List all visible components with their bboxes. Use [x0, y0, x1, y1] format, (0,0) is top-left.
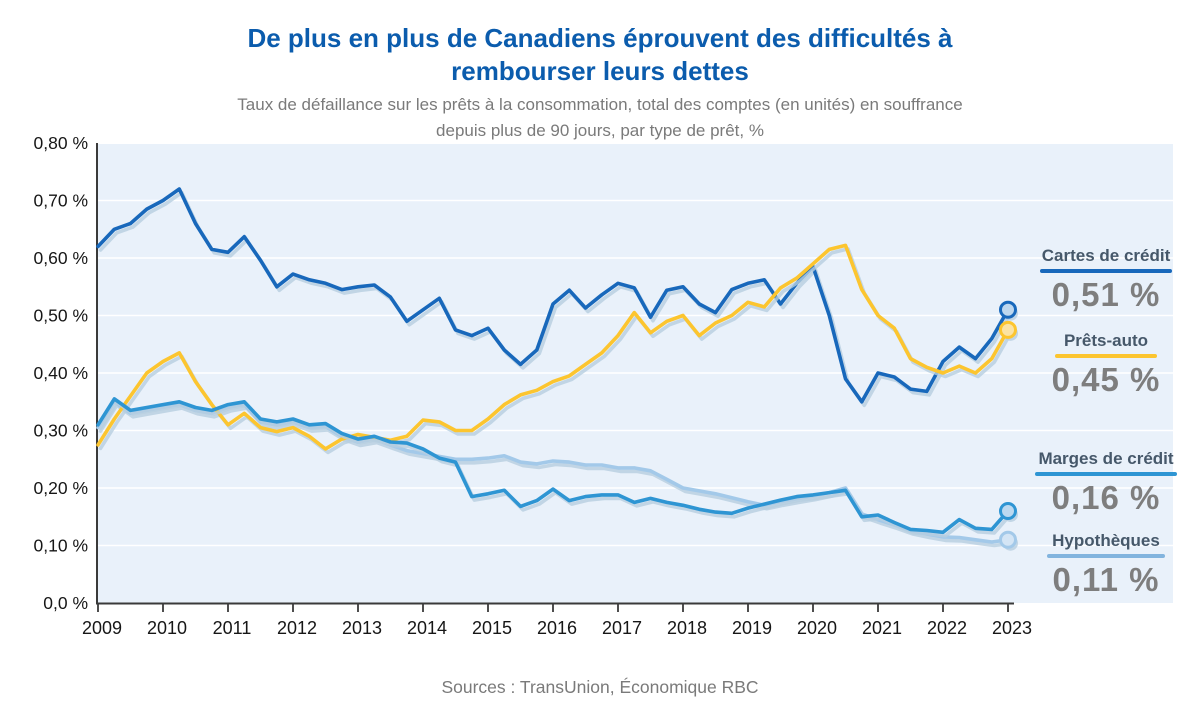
y-tick-label: 0,10 %: [34, 536, 88, 556]
x-tick-label: 2013: [342, 618, 382, 638]
legend-item-cartes-de-credit: Cartes de crédit 0,51 %: [1028, 246, 1184, 314]
y-tick-label: 0,80 %: [34, 133, 88, 153]
x-tick-label: 2019: [732, 618, 772, 638]
x-tick-label: 2020: [797, 618, 837, 638]
y-tick-label: 0,50 %: [34, 306, 88, 326]
series-end-marker-cartes-de-cr-dit: [999, 300, 1017, 319]
legend-underline-hypotheques: [1047, 554, 1165, 558]
legend-item-marges-de-credit: Marges de crédit 0,16 %: [1028, 449, 1184, 517]
legend-underline-cartes-de-credit: [1040, 269, 1172, 273]
x-tick-label: 2023: [992, 618, 1032, 638]
y-tick-label: 0,20 %: [34, 478, 88, 498]
legend-value-prets-auto: 0,45 %: [1051, 361, 1161, 398]
legend-item-prets-auto: Prêts-auto 0,45 %: [1028, 331, 1184, 399]
x-tick-label: 2018: [667, 618, 707, 638]
legend-label-hypotheques: Hypothèques: [1052, 531, 1160, 550]
x-tick-label: 2021: [862, 618, 902, 638]
source-caption: Sources : TransUnion, Économique RBC: [441, 676, 759, 697]
y-tick-label: 0,0 %: [43, 593, 88, 613]
chart-subtitle: Taux de défaillance sur les prêts à la c…: [170, 92, 1030, 145]
chart-title: De plus en plus de Canadiens éprouvent d…: [150, 22, 1050, 87]
series-line-marges-de-cr-dit: [96, 397, 1010, 535]
series-line-cartes-de-cr-dit: [96, 187, 1010, 404]
x-tick-label: 2012: [277, 618, 317, 638]
legend-label-marges-de-credit: Marges de crédit: [1038, 449, 1174, 468]
chart-subtitle-line1: Taux de défaillance sur les prêts à la c…: [237, 95, 963, 114]
legend-value-hypotheques: 0,11 %: [1052, 561, 1160, 598]
x-tick-label: 2017: [602, 618, 642, 638]
legend-item-hypotheques: Hypothèques 0,11 %: [1028, 531, 1184, 599]
x-tick-label: 2011: [213, 618, 252, 638]
x-tick-label: 2014: [407, 618, 447, 638]
y-tick-label: 0,30 %: [34, 421, 88, 441]
legend-underline-prets-auto: [1055, 354, 1157, 358]
x-tick-label: 2022: [927, 618, 967, 638]
y-tick-label: 0,60 %: [34, 248, 88, 268]
y-tick-label: 0,40 %: [34, 363, 88, 383]
chart-subtitle-line2: depuis plus de 90 jours, par type de prê…: [436, 121, 764, 141]
chart-title-line1: De plus en plus de Canadiens éprouvent d…: [247, 23, 953, 53]
series-line-pr-ts-auto: [96, 243, 1010, 451]
chart-title-line2: rembourser leurs dettes: [451, 55, 749, 86]
series-end-marker-hypoth-ques: [999, 530, 1017, 549]
legend-underline-marges-de-credit: [1035, 472, 1177, 476]
x-tick-label: 2015: [472, 618, 512, 638]
legend-label-prets-auto: Prêts-auto: [1063, 331, 1149, 350]
legend-value-cartes-de-credit: 0,51 %: [1051, 276, 1161, 313]
x-tick-label: 2009: [82, 618, 122, 638]
y-tick-label: 0,70 %: [34, 191, 88, 211]
series-end-marker-pr-ts-auto: [999, 320, 1017, 339]
x-tick-label: 2010: [147, 618, 187, 638]
x-tick-label: 2016: [537, 618, 577, 638]
legend-label-cartes-de-credit: Cartes de crédit: [1041, 246, 1171, 265]
legend-value-marges-de-credit: 0,16 %: [1051, 479, 1161, 516]
series-end-marker-marges-de-cr-dit: [999, 502, 1017, 520]
